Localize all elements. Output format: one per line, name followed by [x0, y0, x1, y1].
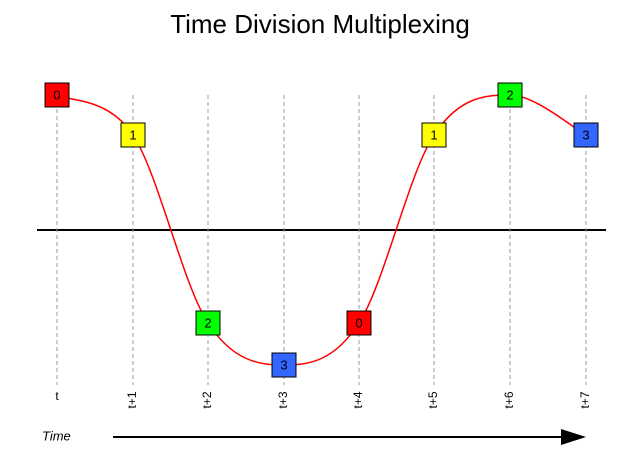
time-tick-label: t+5 [426, 391, 440, 408]
time-tick-label: t+6 [502, 391, 516, 408]
channel-box [497, 82, 523, 108]
channel-label: 3 [280, 357, 287, 372]
channel-label: 3 [582, 127, 589, 142]
channel-label: 2 [204, 315, 211, 330]
signal-curve [56, 94, 587, 366]
time-tick-label: t+1 [125, 391, 139, 408]
channel-label: 2 [506, 87, 513, 102]
channel-label: 0 [53, 87, 60, 102]
channel-box [346, 310, 372, 336]
title: Time Division Multiplexing [170, 9, 470, 39]
time-tick-label: t+7 [578, 391, 592, 408]
time-tick-label: t [55, 389, 59, 403]
channel-box [421, 122, 447, 148]
time-arrow-head [561, 429, 586, 445]
time-tick-label: t+2 [200, 391, 214, 408]
channel-box [271, 352, 297, 378]
channel-label: 0 [355, 315, 362, 330]
channel-box [44, 82, 70, 108]
time-label: Time [42, 428, 71, 443]
time-tick-label: t+3 [276, 391, 290, 408]
time-tick-label: t+4 [351, 391, 365, 408]
channel-label: 1 [430, 127, 437, 142]
channel-label: 1 [129, 127, 136, 142]
channel-box [573, 122, 599, 148]
channel-box [120, 122, 146, 148]
channel-box [195, 310, 221, 336]
